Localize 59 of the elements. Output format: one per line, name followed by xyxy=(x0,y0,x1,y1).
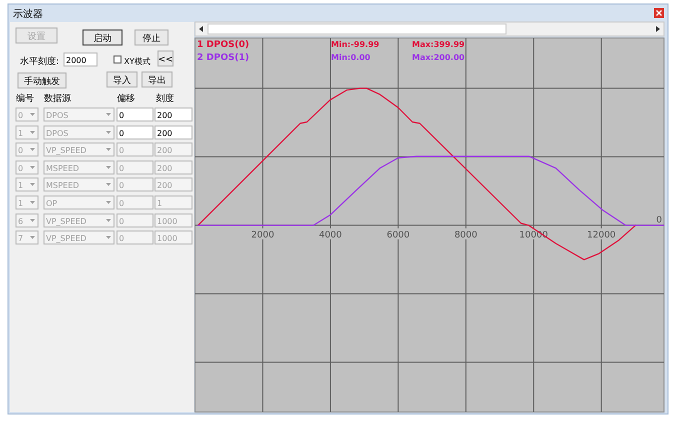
text: 示波器 xyxy=(13,8,43,20)
text: 手动触发 xyxy=(24,76,60,87)
text: 2 DPOS(1) xyxy=(197,53,250,63)
x-tick-label: 6000 xyxy=(386,230,410,240)
text: 1 xyxy=(18,129,24,138)
text: 0 xyxy=(119,129,124,138)
text: 0 xyxy=(119,181,124,190)
text: 0 xyxy=(18,164,24,173)
text: 编号 xyxy=(16,93,34,104)
text: 导出 xyxy=(148,75,166,86)
text: 1 xyxy=(18,199,24,208)
text: VP_SPEED xyxy=(46,234,86,243)
text: Max:200.00 xyxy=(412,53,466,62)
text: Min:0.00 xyxy=(331,53,371,62)
text: 导入 xyxy=(113,75,131,86)
text: MSPEED xyxy=(46,164,80,173)
text: 7 xyxy=(18,234,24,243)
text: 200 xyxy=(157,181,172,190)
text: 0 xyxy=(119,234,124,243)
x-tick-label: 12000 xyxy=(587,230,616,240)
text: 0 xyxy=(119,111,124,120)
text: 6 xyxy=(18,217,24,226)
text: Min:-99.99 xyxy=(331,40,380,49)
text: 0 xyxy=(119,146,124,155)
text: 数据源 xyxy=(44,93,71,104)
x-tick-label: 4000 xyxy=(319,230,342,240)
text: 200 xyxy=(157,164,172,173)
text: 200 xyxy=(157,111,172,120)
text: 1000 xyxy=(157,234,178,243)
text: 刻度 xyxy=(156,93,174,104)
text: 设置 xyxy=(28,31,46,42)
text: 启动 xyxy=(94,33,112,44)
text: Max:399.99 xyxy=(412,40,466,49)
text: 偏移 xyxy=(117,93,135,104)
text: 0 xyxy=(18,111,24,120)
text: 0 xyxy=(18,146,24,155)
annotation: 0 xyxy=(656,215,662,226)
text: VP_SPEED xyxy=(46,146,86,155)
text: 0 xyxy=(119,164,124,173)
text: 0 xyxy=(119,199,124,208)
x-tick-label: 2000 xyxy=(251,230,274,240)
text: 200 xyxy=(157,129,172,138)
text: 停止 xyxy=(142,33,160,44)
text: 1 xyxy=(18,181,24,190)
text: OP xyxy=(46,199,58,208)
text: 1000 xyxy=(157,217,178,226)
text: 水平刻度: xyxy=(20,56,60,67)
text: 2000 xyxy=(66,56,86,65)
text: 1 xyxy=(157,199,162,208)
text: DPOS xyxy=(46,129,68,138)
text: MSPEED xyxy=(46,181,80,190)
text: DPOS xyxy=(46,111,68,120)
x-tick-label: 8000 xyxy=(454,230,478,240)
text: VP_SPEED xyxy=(46,217,86,226)
text: << xyxy=(158,55,174,65)
text: 1 DPOS(0) xyxy=(197,40,250,50)
text: 0 xyxy=(119,217,124,226)
text: XY模式 xyxy=(124,57,150,66)
text: 200 xyxy=(157,146,172,155)
